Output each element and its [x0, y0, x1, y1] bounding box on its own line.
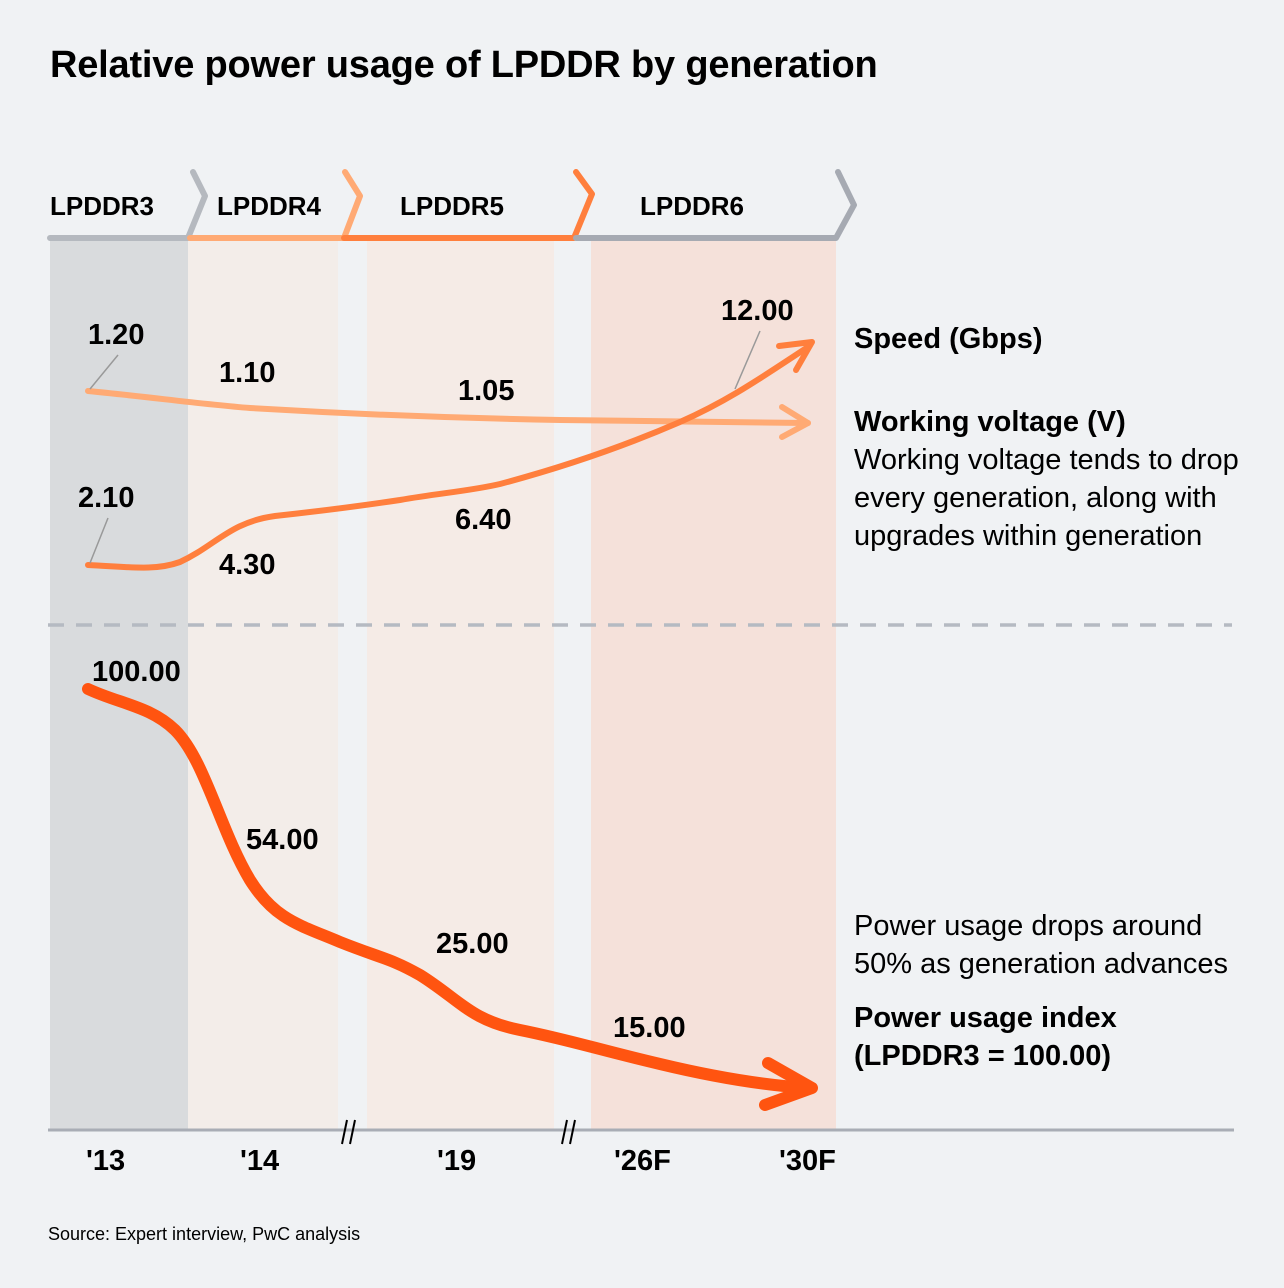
gen-line-lpddr3: [47, 169, 208, 241]
label-power-26f: 15.00: [613, 1012, 686, 1044]
legend-power-note: Power usage drops around 50% as generati…: [854, 910, 1229, 980]
gen-label-lpddr5: LPDDR5: [400, 191, 504, 221]
axis-break-1: [341, 1119, 356, 1145]
leader-line-1-20: [89, 354, 119, 390]
chart-title: Relative power usage of LPDDR by generat…: [50, 44, 878, 86]
leader-line-2-10: [89, 517, 109, 564]
label-voltage-13: 1.20: [88, 319, 144, 351]
legend-power: Power usage drops around 50% as generati…: [854, 907, 1254, 1075]
label-voltage-14: 1.10: [219, 357, 275, 389]
label-speed-14: 4.30: [219, 549, 275, 581]
legend-voltage: Working voltage (V) Working voltage tend…: [854, 403, 1244, 555]
band-lpddr3: [50, 240, 188, 1130]
x-tick-14: '14: [240, 1145, 279, 1177]
legend-speed-title: Speed (Gbps): [854, 323, 1043, 355]
band-lpddr6: [591, 240, 836, 1130]
label-speed-19: 6.40: [455, 504, 511, 536]
series-power-arrowhead: [759, 1057, 818, 1111]
x-tick-13: '13: [86, 1145, 125, 1177]
gen-label-lpddr6: LPDDR6: [640, 191, 744, 221]
axis-break-2: [561, 1119, 576, 1145]
x-tick-26f: '26F: [614, 1145, 671, 1177]
label-power-14: 54.00: [246, 824, 319, 856]
gen-label-lpddr4: LPDDR4: [217, 191, 322, 221]
x-tick-19: '19: [437, 1145, 476, 1177]
legend-speed: Speed (Gbps): [854, 320, 1043, 358]
label-voltage-19: 1.05: [458, 375, 514, 407]
series-voltage-line: [85, 388, 811, 426]
band-lpddr5: [367, 240, 554, 1130]
gen-line-lpddr4: [187, 169, 363, 241]
series-speed-line: [85, 344, 811, 571]
gen-line-lpddr5: [341, 169, 595, 241]
series-power-line: [82, 683, 814, 1094]
label-power-13: 100.00: [92, 656, 181, 688]
series-speed-arrowhead: [776, 339, 815, 373]
legend-voltage-note: Working voltage tends to drop every gene…: [854, 444, 1239, 552]
gen-line-lpddr6: [573, 169, 857, 241]
band-lpddr4: [188, 240, 338, 1130]
legend-power-title-line2: (LPDDR3 = 100.00): [854, 1040, 1112, 1072]
label-speed-13: 2.10: [78, 482, 134, 514]
gen-label-lpddr3: LPDDR3: [50, 191, 154, 221]
source-note: Source: Expert interview, PwC analysis: [48, 1224, 361, 1244]
label-speed-26f: 12.00: [721, 295, 794, 327]
leader-line-12-00: [734, 330, 761, 390]
x-tick-30f: '30F: [779, 1145, 836, 1177]
label-power-19: 25.00: [436, 928, 509, 960]
legend-power-title-line1: Power usage index: [854, 1002, 1117, 1034]
series-voltage-arrowhead: [779, 404, 811, 440]
legend-voltage-title: Working voltage (V): [854, 406, 1126, 438]
